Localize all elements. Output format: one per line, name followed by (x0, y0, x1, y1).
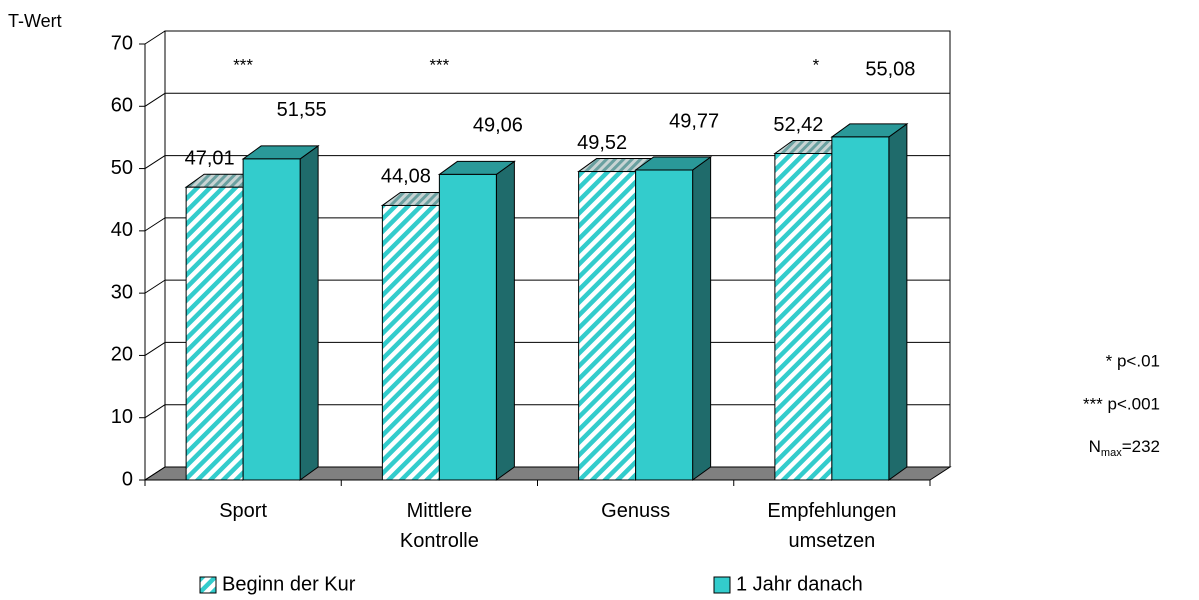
side-grid-line (144, 217, 166, 232)
legend-swatch (199, 576, 217, 594)
x-tick-label-line: Mittlere (407, 500, 473, 522)
x-tick-label-line: Kontrolle (400, 530, 479, 552)
side-grid-line (144, 155, 166, 169)
value-label: 49,52 (577, 132, 627, 154)
y-axis-label: T-Wert (8, 11, 62, 31)
legend-swatch (713, 576, 731, 594)
bar (242, 158, 301, 481)
y-tick-label: 0 (122, 468, 133, 490)
note: * p<.01 (1106, 351, 1160, 370)
value-label: 52,42 (773, 114, 823, 136)
bar (438, 173, 497, 481)
n-subscript: max (1101, 447, 1122, 459)
n-symbol: N (1089, 437, 1101, 456)
x-tick-label: Sport (219, 500, 267, 522)
y-tick-label: 40 (111, 219, 133, 241)
value-label: 49,77 (669, 110, 719, 132)
side-grid-line (144, 279, 166, 294)
side-grid-line (144, 30, 166, 45)
y-tick-label: 30 (111, 281, 133, 303)
value-label: 47,01 (185, 147, 235, 169)
value-label: 49,06 (473, 115, 523, 137)
legend-label: 1 Jahr danach (736, 573, 863, 595)
y-tick-label: 60 (111, 95, 133, 117)
x-tick-label: Empfehlungen umsetzen (767, 500, 896, 552)
significance: *** (429, 55, 449, 74)
significance: *** (233, 55, 253, 74)
bar-side (692, 156, 712, 481)
bar (381, 204, 440, 481)
x-tick-label-line: Sport (219, 500, 267, 522)
value-label: 55,08 (865, 58, 915, 80)
bar (578, 171, 637, 481)
value-label: 44,08 (381, 166, 431, 188)
x-tick-label-line: Genuss (601, 500, 670, 522)
significance: * (813, 55, 820, 74)
note: *** p<.001 (1083, 394, 1160, 413)
bar (831, 136, 890, 481)
bar (635, 169, 694, 481)
x-tick-label: Mittlere Kontrolle (400, 500, 479, 552)
bar (774, 152, 833, 481)
x-tick-label-line: umsetzen (789, 530, 876, 552)
legend-label: Beginn der Kur (222, 573, 356, 595)
x-tick-label: Genuss (601, 500, 670, 522)
y-tick-label: 70 (111, 32, 133, 54)
side-grid-line (144, 92, 166, 107)
bar-side (299, 144, 319, 481)
n-note: Nmax=232 (1089, 437, 1160, 458)
x-tick-label-line: Empfehlungen (767, 500, 896, 522)
bar-side (888, 122, 908, 481)
side-grid-line (144, 466, 166, 481)
n-text: =232 (1122, 437, 1160, 456)
y-tick-label: 10 (111, 406, 133, 428)
side-grid-line (144, 404, 166, 419)
bar (185, 186, 244, 481)
value-label: 51,55 (277, 99, 327, 121)
bar-side (495, 160, 515, 481)
side-grid-line (144, 342, 166, 356)
y-tick-label: 50 (111, 157, 133, 179)
y-tick-label: 20 (111, 344, 133, 366)
